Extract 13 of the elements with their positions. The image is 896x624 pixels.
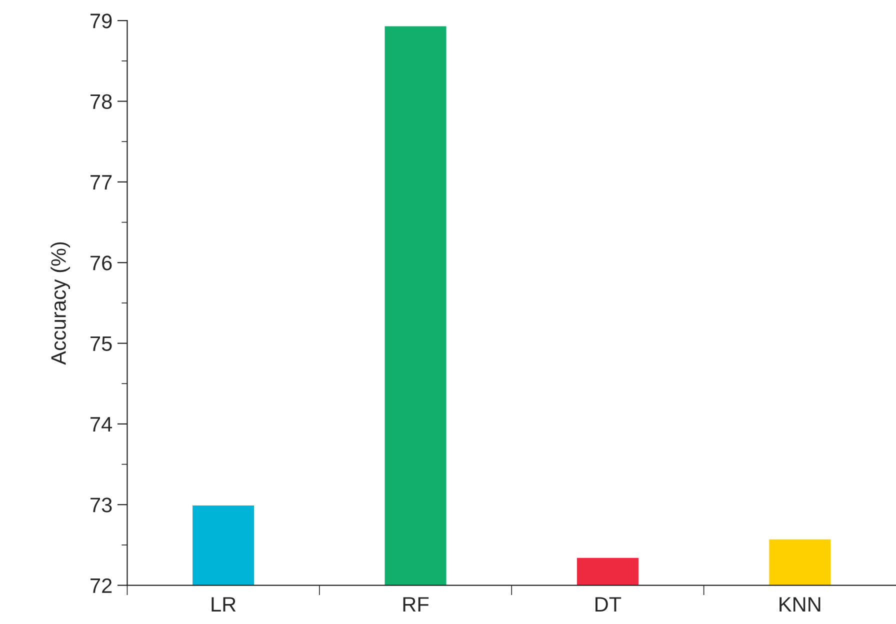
y-tick-label: 79 [90,14,112,28]
y-axis-title: Accuracy (%) [50,242,70,365]
y-tick-label: 74 [90,417,112,432]
y-tick-label: 72 [90,578,112,593]
y-tick-label: 77 [90,175,112,190]
x-tick-label: RF [403,597,429,612]
x-tick-label: DT [596,597,622,612]
y-tick-label: 75 [90,336,112,352]
y-tick-label: 76 [90,256,112,270]
x-tick-label: LR [212,597,236,612]
y-tick-label: 78 [90,94,112,110]
x-tick-label: KNN [780,597,820,612]
y-tick-label: 73 [90,498,112,512]
